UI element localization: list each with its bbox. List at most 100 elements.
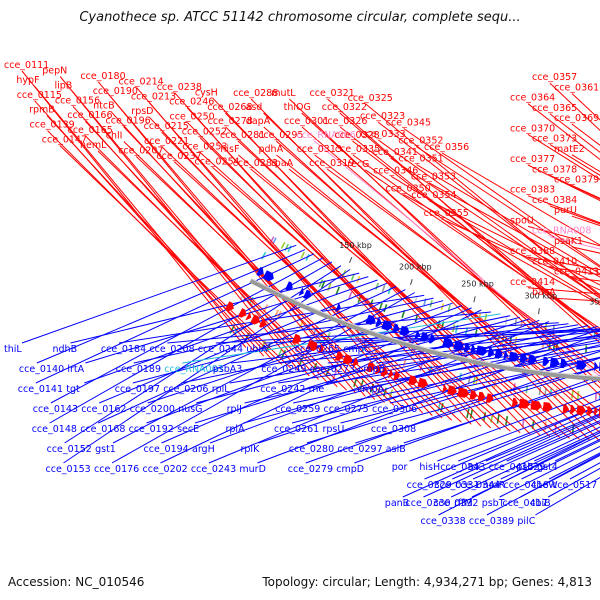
backbone-highlight xyxy=(251,278,600,377)
forward-gene-label: cce_0361 xyxy=(554,83,599,94)
reverse-gene-label: cce_0417 xyxy=(503,498,548,509)
scale-tick-label: 200 kbp xyxy=(399,263,432,272)
forward-gene-label: cce_0238 xyxy=(157,82,202,93)
feature-mark xyxy=(318,279,324,288)
reverse-gene-label: thiL xyxy=(4,344,22,355)
forward-gene-label: cce_0283 xyxy=(233,158,278,169)
reverse-gene-label: cce_0280 xyxy=(289,444,334,455)
gene-label-leader xyxy=(49,261,333,424)
forward-gene-label: rpaA xyxy=(271,158,294,169)
reverse-gene-label: cce_0416 xyxy=(504,480,549,491)
reverse-gene-label: cce_0275 xyxy=(324,404,369,415)
reverse-gene-label: argH xyxy=(192,444,215,455)
gene-label-leader xyxy=(160,309,482,464)
feature-mark xyxy=(387,287,392,295)
gene-label-leader xyxy=(161,131,443,419)
forward-gene-label: cce_0214 xyxy=(119,76,164,87)
reverse-gene-label: cce_0517 xyxy=(552,480,597,491)
reverse-gene-label: cce_0343 xyxy=(440,462,485,473)
forward-gene-arrow xyxy=(542,402,553,412)
gene-label-leader xyxy=(118,294,425,344)
reverse-gene-label: cce_0308 xyxy=(371,424,416,435)
gene-label-leader xyxy=(64,265,342,444)
reverse-gene-label: secE xyxy=(177,424,199,435)
reverse-gene-arrow xyxy=(542,356,550,366)
forward-gene-label: ntcB xyxy=(93,101,115,112)
feature-mark xyxy=(514,336,518,346)
forward-gene-label: cce_RNA008 xyxy=(532,226,591,237)
forward-gene-arrow xyxy=(334,351,343,361)
forward-gene-label: cce_0370 xyxy=(510,123,555,134)
reverse-gene-label: cce_0197 xyxy=(115,384,160,395)
gene-label-leader xyxy=(84,120,329,384)
forward-gene-arrow xyxy=(469,390,478,400)
gene-label-leader xyxy=(72,91,310,377)
gene-label-leader xyxy=(292,339,600,404)
forward-gene-label: cce_0213 xyxy=(131,91,176,102)
forward-gene-arrow xyxy=(245,311,252,321)
feature-mark xyxy=(451,324,456,333)
forward-gene-arrow xyxy=(292,333,302,344)
chromosome-backbone xyxy=(249,278,600,381)
gene-label-leader xyxy=(485,413,600,462)
forward-gene-label: cce_0139 xyxy=(30,120,75,131)
reverse-gene-arrow xyxy=(399,325,410,337)
reverse-gene-label: psbA3 xyxy=(213,364,243,375)
gene-label-leader xyxy=(258,328,600,444)
forward-gene-label: cce_0351 xyxy=(399,154,444,165)
forward-gene-label: cce_0345 xyxy=(386,118,431,129)
gene-label-leader xyxy=(46,115,274,361)
reverse-gene-arrow xyxy=(549,357,560,368)
forward-gene-arrow xyxy=(225,301,234,312)
gene-label-leader xyxy=(250,168,580,440)
forward-gene-label: cce_0268 xyxy=(207,102,252,113)
forward-gene-arrow xyxy=(518,398,530,409)
forward-gene-arrow xyxy=(250,314,260,325)
gene-label-leader xyxy=(110,96,366,397)
forward-gene-label: cce_0295 xyxy=(258,130,303,141)
gene-label-leader xyxy=(63,269,351,464)
reverse-gene-arrow xyxy=(381,320,393,331)
reverse-gene-label: cmpC xyxy=(343,344,371,355)
feature-mark xyxy=(472,375,476,385)
reverse-gene-label: cce_0202 xyxy=(143,464,188,475)
gene-label-leader xyxy=(500,432,600,480)
scale-tick-label: 300 kbp xyxy=(524,291,557,300)
feature-mark xyxy=(287,245,292,253)
forward-gene-label: cce_0352 xyxy=(398,136,443,147)
reverse-gene-label: gst1 xyxy=(95,444,116,455)
gene-label-leader xyxy=(527,103,600,161)
forward-gene-label: cce_0353 xyxy=(411,172,456,183)
gene-label-leader xyxy=(458,404,600,462)
forward-gene-label: cce_0355 xyxy=(424,208,469,219)
reverse-gene-label: cce_0141 xyxy=(18,384,63,395)
reverse-gene-label: cce_0273 xyxy=(310,364,355,375)
forward-gene-label: cce_0328 xyxy=(335,130,380,141)
reverse-gene-label: cce_0329 xyxy=(407,480,452,491)
forward-gene-label: cce_RNA006 xyxy=(296,130,355,141)
scale-tick-label: 150 kbp xyxy=(339,241,372,250)
feature-mark xyxy=(305,253,310,261)
forward-gene-label: cce_0166 xyxy=(67,110,112,121)
gene-label-leader xyxy=(486,453,600,516)
gene-label-leader xyxy=(275,140,600,426)
reverse-gene-label: lrtA xyxy=(67,364,84,375)
gene-label-leader xyxy=(339,126,600,337)
forward-gene-label: cce_0364 xyxy=(510,93,555,104)
reverse-gene-label: rplK xyxy=(241,444,261,455)
forward-gene-arrow xyxy=(306,340,319,352)
gene-label-leader xyxy=(361,328,600,344)
reverse-gene-arrow xyxy=(262,270,274,282)
reverse-gene-label: panB xyxy=(385,498,409,509)
forward-gene-label: cce_0288 xyxy=(233,88,278,99)
gene-label-leader xyxy=(97,150,347,391)
reverse-gene-label: nrdR xyxy=(483,480,506,491)
gene-label-leader xyxy=(355,366,600,444)
reverse-gene-label: cce_0415 xyxy=(489,462,534,473)
gene-label-leader xyxy=(415,146,600,268)
reverse-gene-arrow xyxy=(428,334,436,344)
gene-label-leader xyxy=(389,356,600,404)
forward-gene-arrow xyxy=(511,397,519,407)
map-title: Cyanothece sp. ATCC 51142 chromosome cir… xyxy=(79,10,521,25)
